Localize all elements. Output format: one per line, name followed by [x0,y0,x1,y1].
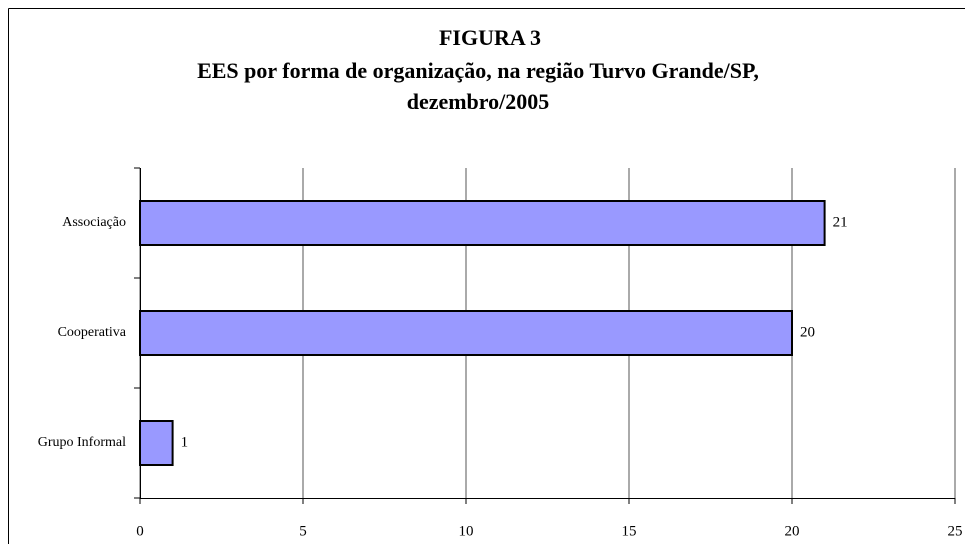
chart-subtitle: EES por forma de organização, na região … [197,58,759,83]
bar [139,310,793,356]
x-tick-label: 10 [459,523,474,539]
bar [139,420,174,466]
data-label: 1 [181,434,189,450]
data-label: 20 [800,324,815,340]
chart-subtitle: dezembro/2005 [407,89,550,114]
x-tick-label: 0 [136,523,144,539]
bar [139,200,826,246]
x-tick-label: 15 [622,523,637,539]
x-tick-label: 20 [785,523,800,539]
y-tick-label: Grupo Informal [38,435,126,450]
data-label: 21 [833,214,848,230]
y-tick-label: Associação [62,215,126,230]
y-tick-label: Cooperativa [58,325,127,340]
x-tick-label: 25 [948,523,963,539]
chart-title: FIGURA 3 [439,25,541,50]
x-tick-label: 5 [299,523,307,539]
